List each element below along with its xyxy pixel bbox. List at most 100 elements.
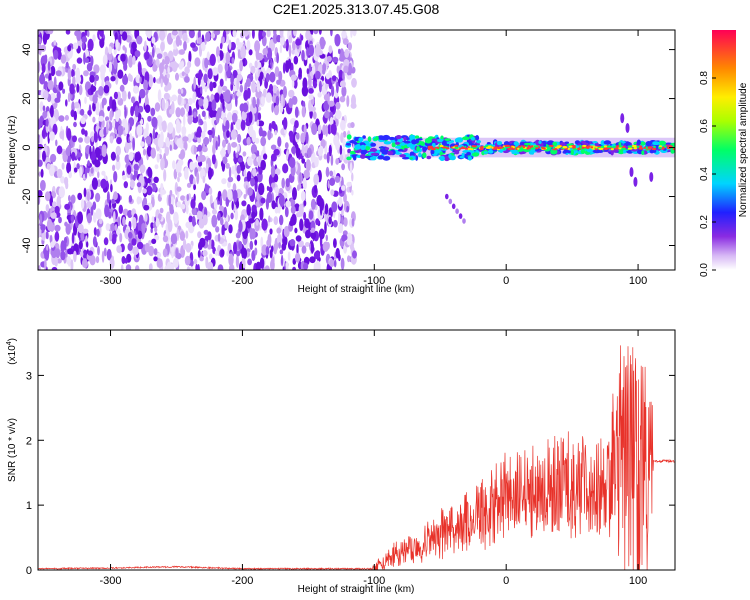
spectrogram-noise-cell — [277, 203, 281, 214]
y-tick-label: 20 — [21, 92, 33, 104]
spectrogram-noise-cell — [86, 30, 90, 38]
spectrogram-noise-cell — [301, 106, 306, 118]
spectrogram-noise-cell — [295, 211, 302, 218]
spectrogram-noise-cell — [109, 135, 114, 144]
signal-band-cell — [430, 149, 435, 155]
spectrogram-noise-cell — [243, 169, 247, 177]
spectrogram-noise-cell — [160, 41, 165, 52]
spectrogram-noise-cell — [247, 258, 253, 266]
signal-band-cell — [625, 141, 631, 147]
spectrogram-noise-cell — [107, 106, 111, 112]
signal-band-cell — [462, 136, 470, 141]
y-tick-label: 0 — [21, 144, 33, 150]
snr-series-line — [38, 345, 675, 570]
spectrogram-noise-cell — [50, 65, 56, 77]
spectrogram-noise-cell — [84, 167, 88, 179]
spectrogram-noise-cell — [161, 121, 166, 128]
spectrogram-noise-cell — [181, 126, 187, 136]
spectrogram-noise-cell — [260, 159, 267, 171]
spectrogram-noise-cell — [288, 44, 292, 58]
spectrogram-noise-cell — [222, 156, 228, 165]
spectrogram-noise-cell — [129, 133, 132, 142]
signal-band-cell — [345, 142, 352, 146]
spectrogram-noise-cell — [71, 151, 76, 161]
signal-peak-cell — [619, 145, 621, 148]
spectrogram-noise-cell — [291, 79, 295, 88]
spectrogram-noise-cell — [254, 40, 261, 53]
spectrogram-noise-cell — [201, 190, 207, 201]
spectrogram-noise-cell — [67, 68, 72, 81]
y-tick-label: 2 — [26, 435, 32, 447]
spectrogram-noise-cell — [342, 138, 346, 148]
signal-band-cell — [380, 149, 384, 152]
signal-band-cell — [395, 145, 402, 149]
spectrogram-noise-cell — [207, 261, 214, 270]
spectrogram-noise-cell — [342, 38, 349, 45]
spectrogram-noise-cell — [60, 54, 67, 64]
spectrogram-noise-cell — [38, 30, 41, 35]
signal-band-cell — [600, 140, 605, 146]
spectrogram-noise-cell — [348, 62, 353, 76]
spectrogram-noise-cell — [160, 186, 163, 198]
snr-x-label: Height of straight line (km) — [298, 584, 415, 595]
signal-band-cell — [595, 142, 599, 148]
spectrogram-noise-cell — [142, 148, 147, 156]
spectrogram-noise-cell — [323, 94, 330, 101]
spectrogram-noise-cell — [222, 36, 225, 44]
spectrogram-noise-cell — [54, 231, 60, 242]
spectrogram-noise-cell — [304, 242, 310, 247]
spectrogram-noise-cell — [266, 30, 271, 38]
spectrogram-noise-cell — [157, 136, 164, 149]
spectrogram-noise-cell — [120, 53, 126, 62]
signal-band-cell — [575, 145, 580, 149]
spectrogram-noise-cell — [264, 265, 270, 270]
signal-band-cell — [471, 152, 480, 157]
spectrogram-noise-cell — [198, 98, 204, 107]
spectrogram-noise-cell — [341, 185, 346, 191]
spectrogram-noise-cell — [180, 60, 185, 69]
spectrogram-noise-cell — [298, 183, 302, 190]
spectrogram-noise-cell — [167, 122, 174, 134]
signal-band-cell — [424, 137, 432, 144]
spectrogram-noise-cell — [40, 179, 46, 192]
signal-peak-cell — [614, 147, 619, 150]
spectrogram-noise-cell — [217, 212, 221, 221]
spectrogram-noise-cell — [207, 68, 213, 80]
spectrogram-noise-cell — [65, 223, 71, 235]
spectrogram-noise-cell — [285, 261, 289, 270]
spectrogram-noise-cell — [246, 204, 251, 216]
spectrogram-noise-cell — [112, 164, 116, 171]
spectrogram-noise-cell — [308, 63, 312, 73]
spectrogram-noise-cell — [101, 100, 105, 109]
spectrogram-noise-cell — [235, 152, 239, 159]
spectrogram-noise-cell — [300, 132, 306, 144]
spectrogram-noise-cell — [49, 105, 54, 118]
spectrogram-noise-cell — [215, 140, 218, 151]
signal-band-cell — [449, 155, 456, 161]
spectrogram-noise-cell — [173, 47, 179, 57]
spectrogram-noise-cell — [109, 231, 113, 242]
spectrogram-noise-cell — [42, 90, 49, 100]
y-tick-label: 1 — [26, 500, 32, 512]
spectrogram-noise-cell — [210, 239, 215, 250]
spectrogram-noise-cell — [180, 88, 184, 94]
spectrogram-noise-cell — [70, 194, 76, 204]
spectrogram-noise-cell — [188, 50, 192, 63]
signal-band-cell — [419, 141, 425, 146]
spectrogram-noise-cell — [117, 69, 124, 79]
descending-streak-cell — [445, 193, 449, 200]
spectrogram-noise-cell — [129, 179, 135, 189]
spectrogram-noise-cell — [191, 215, 196, 227]
signal-peak-cell — [604, 147, 608, 151]
signal-peak-cell — [548, 146, 552, 149]
spectrogram-noise-cell — [66, 128, 72, 141]
spectrogram-noise-cell — [98, 218, 103, 225]
spectrogram-noise-cell — [46, 218, 53, 231]
spectrogram-noise-cell — [248, 49, 253, 56]
spectrogram-noise-cell — [306, 68, 310, 75]
spectrogram-noise-cell — [42, 150, 46, 162]
late-feature-cell — [649, 171, 654, 182]
signal-peak-cell — [522, 146, 526, 149]
spectrogram-noise-cell — [282, 62, 286, 74]
